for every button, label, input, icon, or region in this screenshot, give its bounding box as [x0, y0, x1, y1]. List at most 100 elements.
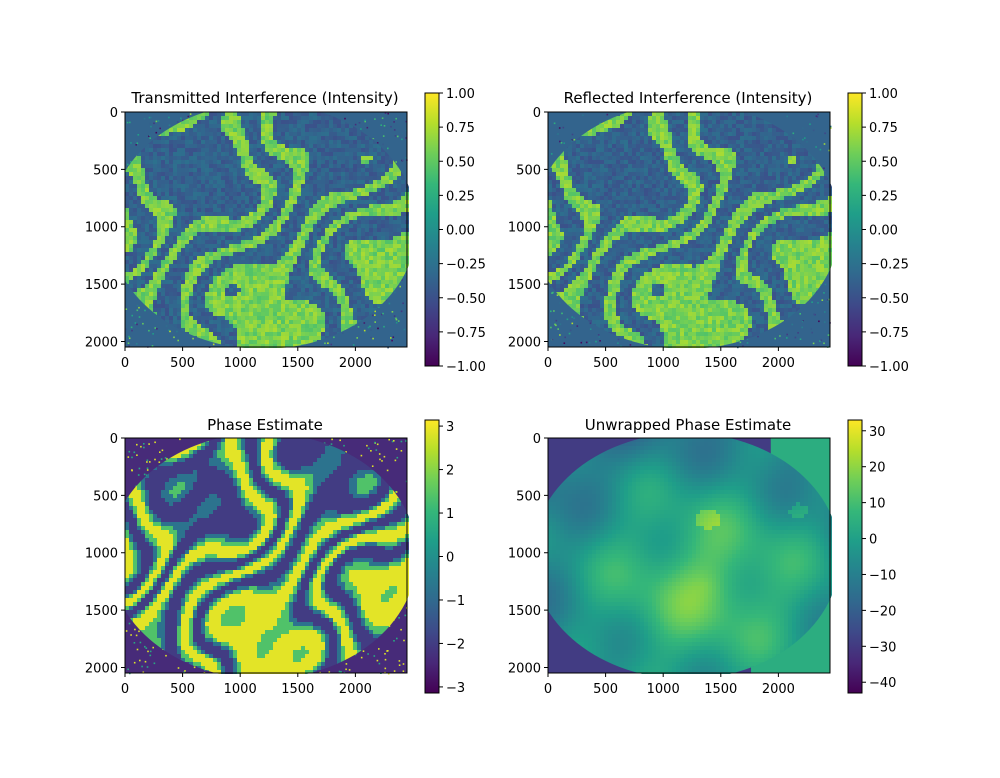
image-pixel [349, 236, 353, 240]
image-pixel [273, 308, 277, 312]
noise-pixel [377, 327, 379, 330]
image-pixel [253, 244, 257, 248]
image-pixel [333, 172, 337, 176]
image-pixel [185, 268, 189, 272]
image-pixel [201, 256, 205, 260]
image-pixel [285, 232, 289, 236]
image-pixel [241, 268, 245, 272]
image-pixel [357, 304, 361, 308]
image-pixel [173, 272, 177, 276]
image-pixel [129, 216, 133, 220]
image-pixel [205, 148, 209, 152]
image-pixel [329, 288, 333, 292]
image-pixel [261, 208, 265, 212]
noise-pixel [212, 343, 215, 346]
image-pixel [161, 300, 165, 304]
image-pixel [205, 300, 209, 304]
image-pixel [337, 124, 341, 128]
image-pixel [213, 320, 217, 324]
image-pixel [245, 232, 249, 236]
image-pixel [341, 164, 345, 168]
image-pixel [301, 208, 305, 212]
image-pixel [177, 240, 181, 244]
image-pixel [205, 248, 209, 252]
image-pixel [329, 116, 333, 120]
image-pixel [373, 184, 377, 188]
image-pixel [341, 120, 345, 124]
image-pixel [245, 148, 249, 152]
image-pixel [357, 280, 361, 284]
image-pixel [385, 288, 389, 292]
image-pixel [253, 236, 257, 240]
image-pixel [149, 300, 153, 304]
image-pixel [225, 184, 229, 188]
image-pixel [313, 228, 317, 232]
image-pixel [381, 276, 385, 280]
noise-pixel [165, 325, 168, 327]
image-pixel [213, 268, 217, 272]
image-pixel [285, 236, 289, 240]
image-pixel [181, 208, 185, 212]
image-pixel [189, 128, 193, 132]
image-pixel [289, 256, 293, 260]
image-pixel [285, 220, 289, 224]
image-pixel [369, 148, 373, 152]
image-pixel [161, 196, 165, 200]
image-pixel [165, 136, 169, 140]
image-pixel [169, 312, 173, 316]
image-pixel [401, 268, 405, 272]
image-pixel [265, 200, 269, 204]
noise-pixel [159, 127, 161, 130]
image-pixel [317, 156, 321, 160]
image-pixel [293, 216, 297, 220]
image-pixel [165, 192, 169, 196]
image-pixel [165, 300, 169, 304]
image-pixel [301, 324, 305, 328]
image-pixel [265, 112, 269, 116]
image-pixel [381, 152, 385, 156]
image-pixel [145, 292, 149, 296]
image-pixel [233, 248, 237, 252]
image-pixel [329, 324, 333, 328]
image-pixel [249, 188, 253, 192]
image-pixel [193, 224, 197, 228]
image-pixel [357, 168, 361, 172]
image-pixel [169, 240, 173, 244]
image-pixel [169, 220, 173, 224]
image-pixel [269, 112, 273, 116]
image-pixel [325, 168, 329, 172]
image-pixel [293, 244, 297, 248]
image-pixel [137, 188, 141, 192]
image-pixel [357, 256, 361, 260]
image-pixel [281, 184, 285, 188]
image-pixel [357, 276, 361, 280]
image-pixel [393, 188, 397, 192]
image-pixel [241, 304, 245, 308]
image-pixel [249, 276, 253, 280]
image-pixel [161, 256, 165, 260]
image-pixel [393, 228, 397, 232]
image-pixel [237, 212, 241, 216]
image-pixel [377, 192, 381, 196]
image-pixel [185, 200, 189, 204]
image-pixel [225, 332, 229, 336]
image-pixel [185, 228, 189, 232]
image-pixel [397, 196, 401, 200]
image-pixel [169, 248, 173, 252]
image-pixel [257, 244, 261, 248]
image-pixel [209, 284, 213, 288]
image-pixel [289, 152, 293, 156]
image-pixel [177, 324, 181, 328]
noise-pixel [367, 326, 370, 329]
image-pixel [361, 140, 365, 144]
image-pixel [329, 148, 333, 152]
image-pixel [125, 236, 129, 240]
image-pixel [189, 332, 193, 336]
image-pixel [261, 300, 265, 304]
image-pixel [233, 272, 237, 276]
image-pixel [357, 144, 361, 148]
image-pixel [317, 232, 321, 236]
image-pixel [161, 252, 165, 256]
image-pixel [345, 220, 349, 224]
image-pixel [273, 304, 277, 308]
